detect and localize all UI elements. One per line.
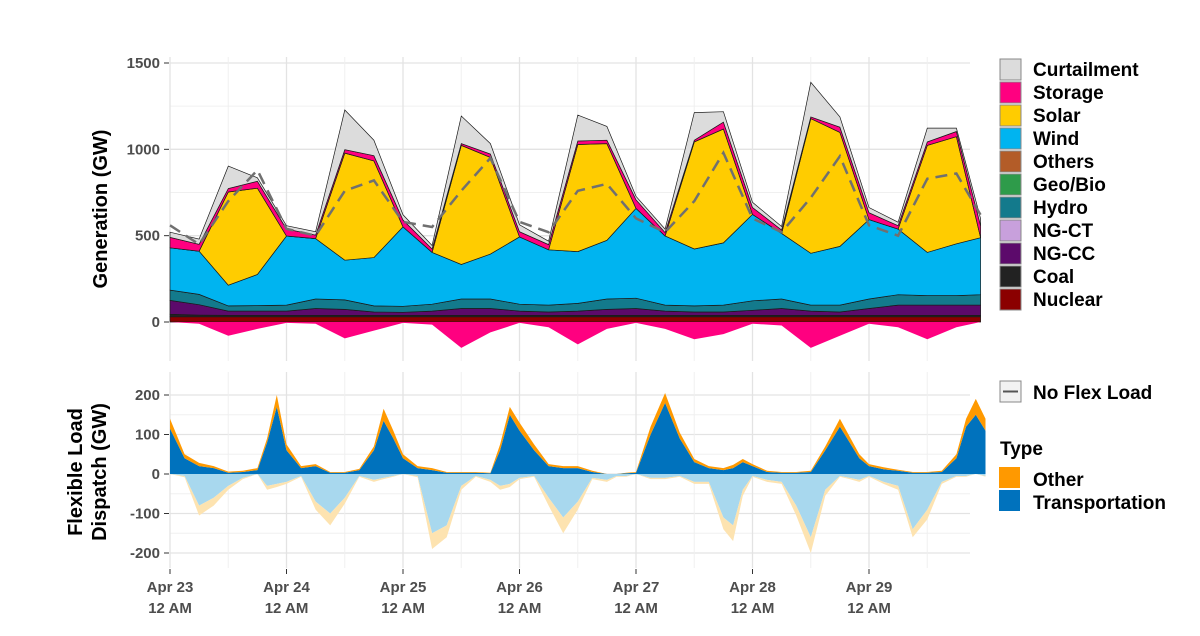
area-positive-transportation	[170, 402, 986, 474]
legend-label: Solar	[1033, 106, 1081, 127]
y-tick-label: -100	[130, 506, 160, 523]
x-tick-label-date: Apr 24	[263, 579, 310, 596]
type-key-other	[999, 467, 1020, 488]
area-curtailment	[169, 81, 981, 250]
area-negative-other	[170, 474, 986, 553]
type-legend: Type Other Transportation	[999, 439, 1166, 514]
x-tick-label-time: 12 AM	[148, 600, 192, 617]
generation-y-axis-title: Generation (GW)	[90, 130, 112, 289]
x-tick-label-date: Apr 28	[729, 579, 776, 596]
x-tick-label-date: Apr 23	[147, 579, 194, 596]
x-tick-label-time: 12 AM	[847, 600, 891, 617]
legend-key-curtailment	[999, 58, 1022, 81]
x-tick-label-date: Apr 27	[613, 579, 660, 596]
flexible-load-y-axis-title-line2: Dispatch (GW)	[89, 403, 111, 541]
x-tick-label-date: Apr 29	[846, 579, 893, 596]
generation-panel: 0 500 1000 1500 Generation (GW)	[90, 55, 982, 361]
x-tick-label-time: 12 AM	[381, 600, 425, 617]
y-tick-label: 200	[135, 387, 160, 404]
legend-label: Nuclear	[1033, 290, 1103, 311]
flexible-load-areas	[170, 393, 986, 553]
y-tick-label: 100	[135, 427, 160, 444]
legend-key-ng-cc	[999, 242, 1022, 265]
legend-label: Hydro	[1033, 198, 1088, 219]
x-axis-ticks: Apr 23 12 AM Apr 24 12 AM Apr 25 12 AM Apr 26 1…	[147, 569, 893, 617]
type-label-other: Other	[1033, 470, 1084, 491]
flexible-load-y-ticks: -200 -100 0 100 200	[130, 387, 169, 562]
legend-label: Curtailment	[1033, 60, 1139, 81]
x-tick-label-time: 12 AM	[498, 600, 542, 617]
legend-label: Others	[1033, 152, 1094, 173]
legend-label: Coal	[1033, 267, 1074, 288]
y-tick-label: 500	[135, 228, 160, 245]
legend-key-others	[999, 150, 1022, 173]
legend-key-geo-bio	[999, 173, 1022, 196]
generation-areas	[169, 81, 982, 348]
y-tick-label: -200	[130, 545, 160, 562]
x-tick-label-date: Apr 25	[380, 579, 427, 596]
legend-label: Storage	[1033, 83, 1104, 104]
flexible-load-gridlines	[169, 372, 970, 568]
y-tick-label: 0	[152, 466, 160, 483]
no-flex-load-line	[169, 150, 982, 247]
legend-key-coal	[999, 265, 1022, 288]
legend-label: NG-CC	[1033, 244, 1096, 265]
legend-key-solar	[999, 104, 1022, 127]
area-nuclear	[169, 316, 981, 323]
legend-key-wind	[999, 127, 1022, 150]
type-key-transportation	[999, 490, 1020, 511]
no-flex-load-legend: No Flex Load	[999, 380, 1152, 404]
x-tick-label-date: Apr 26	[496, 579, 543, 596]
x-tick-label-time: 12 AM	[265, 600, 309, 617]
legend-key-ng-ct	[999, 219, 1022, 242]
legend-label: NG-CT	[1033, 221, 1094, 242]
legend-key-storage	[999, 81, 1022, 104]
generation-legend: CurtailmentStorageSolarWindOthersGeo/Bio…	[999, 58, 1139, 311]
legend-label: Geo/Bio	[1033, 175, 1106, 196]
type-legend-title: Type	[1000, 439, 1043, 460]
y-tick-label: 1000	[127, 141, 160, 158]
flexible-load-y-axis-title-line1: Flexible Load	[65, 408, 87, 536]
x-tick-label-time: 12 AM	[731, 600, 775, 617]
legend-label: Wind	[1033, 129, 1079, 150]
y-tick-label: 0	[152, 314, 160, 331]
no-flex-load-label: No Flex Load	[1033, 383, 1152, 404]
y-tick-label: 1500	[127, 55, 160, 72]
legend-key-nuclear	[999, 288, 1022, 311]
x-tick-label-time: 12 AM	[614, 600, 658, 617]
area-negative-transportation	[170, 474, 986, 538]
generation-y-ticks: 0 500 1000 1500	[127, 55, 169, 331]
legend-key-hydro	[999, 196, 1022, 219]
area-storage-charging	[170, 322, 981, 348]
type-label-transportation: Transportation	[1033, 493, 1166, 514]
